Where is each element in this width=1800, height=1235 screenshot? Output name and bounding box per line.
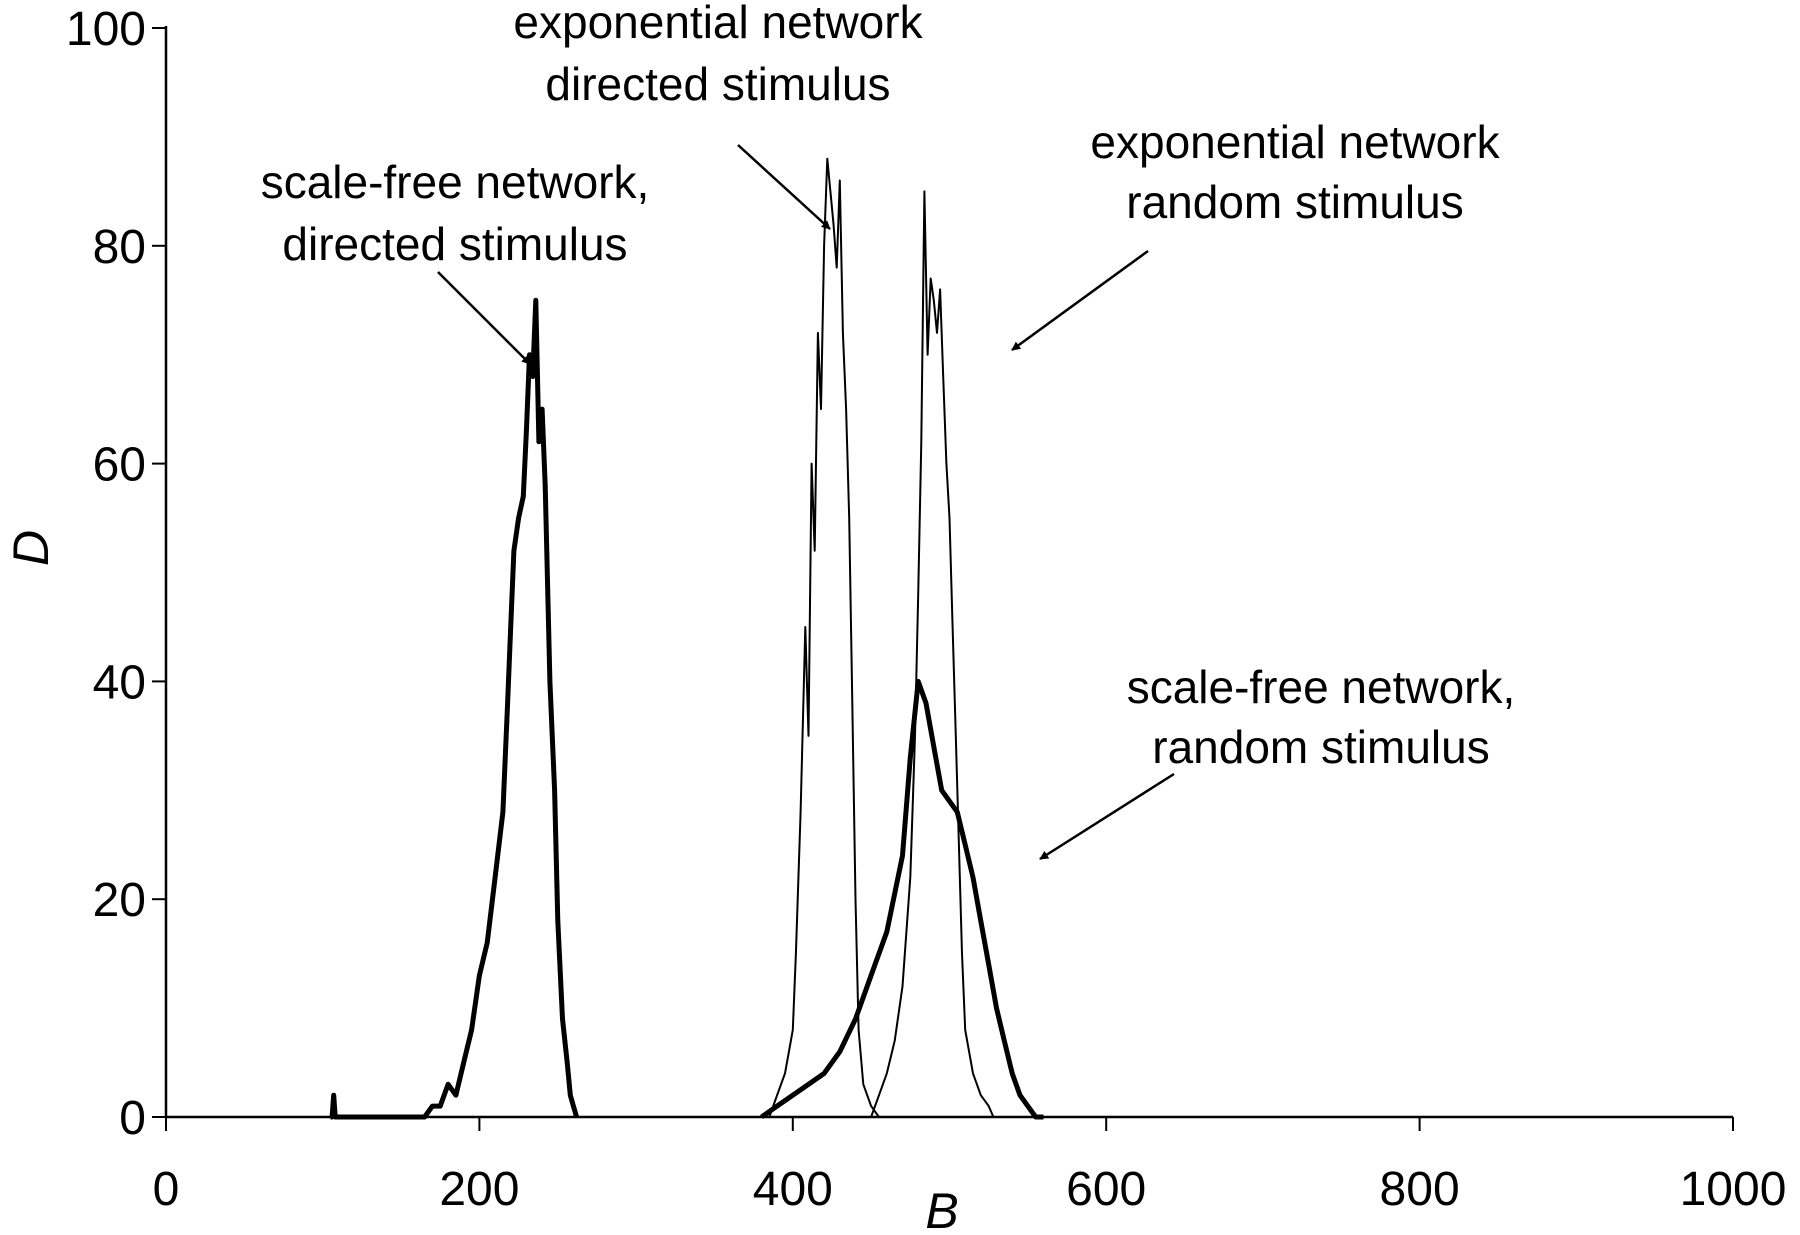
x-axis-title: B (925, 1183, 958, 1235)
y-tick-label: 60 (93, 439, 146, 492)
y-tick-label: 20 (93, 874, 146, 927)
series-line-exp_random (870, 190, 995, 1118)
annotation-sf-random-line1: scale-free network, (1127, 661, 1516, 713)
x-tick-label: 0 (153, 1163, 180, 1216)
annotation-exp-directed-line2: directed stimulus (545, 58, 890, 110)
y-axis-title: D (3, 530, 59, 566)
annotations: scale-free network, directed stimulus ex… (261, 0, 1516, 861)
x-tick-label: 400 (753, 1163, 833, 1216)
series-line-sf_random (760, 678, 1044, 1120)
annotation-exp-directed-line1: exponential network (513, 0, 923, 48)
arrow-sf-random (1039, 772, 1175, 861)
y-tick-label: 100 (66, 3, 146, 56)
annotation-sf-random-line2: random stimulus (1152, 721, 1489, 773)
series-group (329, 157, 1044, 1120)
y-tick-label: 80 (93, 221, 146, 274)
y-tick-label: 0 (119, 1092, 146, 1145)
annotation-sf-directed-line2: directed stimulus (282, 218, 627, 270)
annotation-sf-directed-line1: scale-free network, (261, 156, 650, 208)
series-line-exp_directed (768, 157, 880, 1118)
y-tick-label: 40 (93, 656, 146, 709)
arrow-sf-directed (437, 271, 531, 365)
series-line-sf_directed (329, 297, 579, 1120)
x-tick-label: 1000 (1680, 1163, 1787, 1216)
annotation-exp-random-line1: exponential network (1090, 116, 1500, 168)
x-tick-label: 200 (439, 1163, 519, 1216)
x-tick-label: 600 (1066, 1163, 1146, 1216)
arrow-exp-random (1011, 249, 1149, 352)
arrow-exp-directed (737, 144, 831, 230)
x-tick-label: 800 (1380, 1163, 1460, 1216)
annotation-exp-random-line2: random stimulus (1126, 176, 1463, 228)
